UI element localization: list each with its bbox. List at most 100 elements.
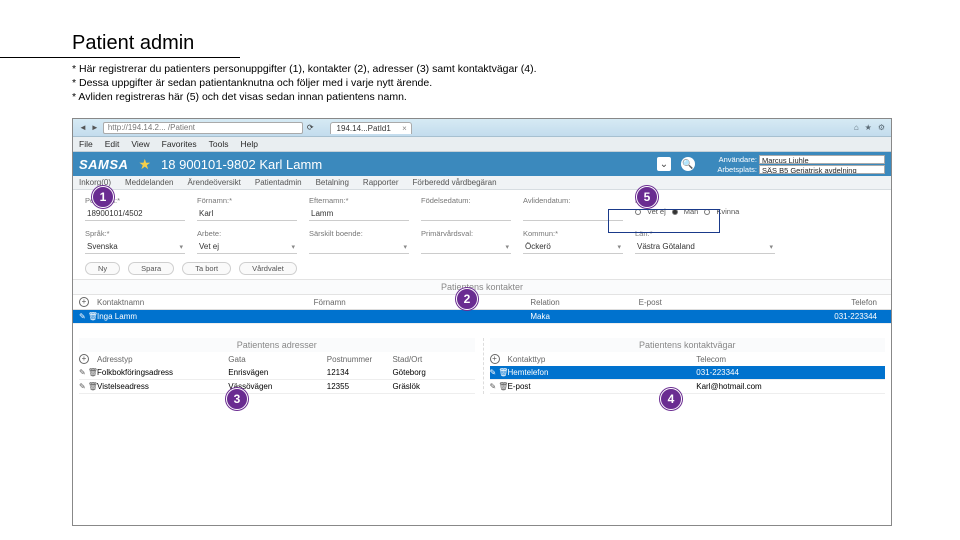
personid-input[interactable]: 18900101/4502 xyxy=(85,207,185,221)
patient-header: 18 900101-9802 Karl Lamm xyxy=(161,157,647,172)
chevron-down-icon[interactable]: ⌄ xyxy=(657,157,671,171)
lan-select[interactable]: Västra Götaland xyxy=(635,240,775,254)
kontakter-table: + Kontaktnamn Förnamn Relation E-post Te… xyxy=(73,295,891,324)
arbete-label: Arbete: xyxy=(197,229,297,238)
home-icon[interactable]: ⌂ xyxy=(854,123,859,132)
lan-label: Län:* xyxy=(635,229,775,238)
annotation-marker-5: 5 xyxy=(636,186,658,208)
fornamn-label: Förnamn:* xyxy=(197,196,297,205)
edit-icon[interactable]: ✎ xyxy=(490,368,497,377)
radio-kvinna[interactable] xyxy=(704,209,710,215)
adresser-panel: Patientens adresser + Adresstyp Gata Pos… xyxy=(79,338,475,394)
workplace-label: Arbetsplats: xyxy=(705,165,757,174)
fornamn-input[interactable]: Karl xyxy=(197,207,297,221)
address-row[interactable]: ✎ 🗑 Folkbokföringsadress Enrisvägen 1213… xyxy=(79,366,475,380)
kontaktvag-row[interactable]: ✎ 🗑 Hemtelefon 031-223344 xyxy=(490,366,886,380)
browser-window-controls: ⌂ ★ ⚙ xyxy=(854,123,885,132)
add-kontaktvag-icon[interactable]: + xyxy=(490,354,508,364)
slide-note-line: * Dessa uppgifter är sedan patientanknut… xyxy=(72,76,960,90)
user-label: Användare: xyxy=(705,155,757,164)
address-bar[interactable]: http://194.14.2... /Patient xyxy=(103,122,303,134)
spara-button[interactable]: Spara xyxy=(128,262,174,275)
efternamn-input[interactable]: Lamm xyxy=(309,207,409,221)
sprak-label: Språk:* xyxy=(85,229,185,238)
edit-icon[interactable]: ✎ xyxy=(79,368,86,377)
close-tab-icon[interactable]: × xyxy=(402,124,407,133)
kontaktvag-row[interactable]: ✎ 🗑 E-post Karl@hotmail.com xyxy=(490,380,886,394)
sprak-select[interactable]: Svenska xyxy=(85,240,185,254)
favorites-icon[interactable]: ★ xyxy=(865,123,872,132)
forward-icon[interactable]: ► xyxy=(91,123,99,132)
kontaktvagar-heading: Patientens kontaktvägar xyxy=(490,338,886,352)
patient-form: PersonId:* 18900101/4502 Förnamn:* Karl … xyxy=(73,190,891,279)
browser-tab[interactable]: 194.14...PatId1 × xyxy=(330,122,412,134)
menu-tools[interactable]: Tools xyxy=(209,139,229,149)
vardval-button[interactable]: Vårdvalet xyxy=(239,262,297,275)
nav-forberedd[interactable]: Förberedd vårdbegäran xyxy=(413,178,497,187)
arbete-select[interactable]: Vet ej xyxy=(197,240,297,254)
app-titlebar: SAMSA ★ 18 900101-9802 Karl Lamm ⌄ 🔍 Anv… xyxy=(73,152,891,176)
address-row[interactable]: ✎ 🗑 Vistelseadress Vässövägen 12355 Gräs… xyxy=(79,380,475,394)
sub-nav: Inkorg(0) Meddelanden Ärendeöversikt Pat… xyxy=(73,176,891,190)
primarv-label: Primärvårdsval: xyxy=(421,229,511,238)
search-icon[interactable]: 🔍 xyxy=(681,157,695,171)
menu-file[interactable]: File xyxy=(79,139,93,149)
kontakt-row[interactable]: ✎ 🗑 Inga Lamm Maka 031-223344 xyxy=(73,310,891,324)
fodelse-label: Födelsedatum: xyxy=(421,196,511,205)
nav-patientadmin[interactable]: Patientadmin xyxy=(255,178,302,187)
col-fornamn: Förnamn xyxy=(314,298,531,307)
slide-notes: * Här registrerar du patienters personup… xyxy=(0,58,960,113)
edit-icon[interactable]: ✎ xyxy=(490,382,497,391)
col-relation: Relation xyxy=(530,298,638,307)
menu-view[interactable]: View xyxy=(131,139,149,149)
menu-favorites[interactable]: Favorites xyxy=(162,139,197,149)
adresser-heading: Patientens adresser xyxy=(79,338,475,352)
menu-edit[interactable]: Edit xyxy=(105,139,120,149)
tabort-button[interactable]: Ta bort xyxy=(182,262,231,275)
nav-arendeoversikt[interactable]: Ärendeöversikt xyxy=(188,178,241,187)
star-icon[interactable]: ★ xyxy=(138,156,151,173)
col-epost: E-post xyxy=(639,298,747,307)
menu-help[interactable]: Help xyxy=(240,139,257,149)
annotation-marker-1: 1 xyxy=(92,186,114,208)
radio-man[interactable] xyxy=(672,209,678,215)
radio-vetej[interactable] xyxy=(635,209,641,215)
col-telefon: Telefon xyxy=(747,298,885,307)
kommun-select[interactable]: Öckerö xyxy=(523,240,623,254)
form-buttons: Ny Spara Ta bort Vårdvalet xyxy=(85,262,879,275)
kommun-label: Kommun:* xyxy=(523,229,623,238)
sarskilt-select[interactable] xyxy=(309,240,409,254)
edit-icon[interactable]: ✎ xyxy=(79,312,86,321)
annotation-marker-3: 3 xyxy=(226,388,248,410)
annotation-marker-4: 4 xyxy=(660,388,682,410)
nav-betalning[interactable]: Betalning xyxy=(316,178,349,187)
slide-title: Patient admin xyxy=(0,0,240,58)
user-box: Användare: Marcus Ljuhle Arbetsplats: SÄ… xyxy=(705,155,885,174)
nav-rapporter[interactable]: Rapporter xyxy=(363,178,399,187)
add-address-icon[interactable]: + xyxy=(79,354,97,364)
edit-icon[interactable]: ✎ xyxy=(79,382,86,391)
annotation-marker-2: 2 xyxy=(456,288,478,310)
app-brand: SAMSA xyxy=(79,157,128,172)
fodelse-input[interactable] xyxy=(421,207,511,221)
col-kontaktnamn: Kontaktnamn xyxy=(97,298,314,307)
efternamn-label: Efternamn:* xyxy=(309,196,409,205)
ie-menubar: File Edit View Favorites Tools Help xyxy=(73,137,891,152)
reload-icon[interactable]: ⟳ xyxy=(307,123,314,132)
slide-note-line: * Här registrerar du patienters personup… xyxy=(72,62,960,76)
kontakter-heading: Patientens kontakter xyxy=(73,279,891,295)
add-contact-icon[interactable]: + xyxy=(79,297,97,307)
kontaktvagar-panel: Patientens kontaktvägar + Kontakttyp Tel… xyxy=(483,338,886,394)
back-icon[interactable]: ◄ xyxy=(79,123,87,132)
slide-note-line: * Avliden registreras här (5) och det vi… xyxy=(72,90,960,104)
ny-button[interactable]: Ny xyxy=(85,262,120,275)
workplace-value[interactable]: SÄS B5 Geriatrisk avdelning xyxy=(759,165,885,174)
sarskilt-label: Särskilt boende: xyxy=(309,229,409,238)
avliden-input[interactable] xyxy=(523,207,623,221)
nav-meddelanden[interactable]: Meddelanden xyxy=(125,178,173,187)
settings-icon[interactable]: ⚙ xyxy=(878,123,885,132)
avliden-label: Avlidendatum: xyxy=(523,196,623,205)
user-value[interactable]: Marcus Ljuhle xyxy=(759,155,885,164)
app-screenshot: ◄ ► http://194.14.2... /Patient ⟳ 194.14… xyxy=(72,118,892,526)
primarv-select[interactable] xyxy=(421,240,511,254)
